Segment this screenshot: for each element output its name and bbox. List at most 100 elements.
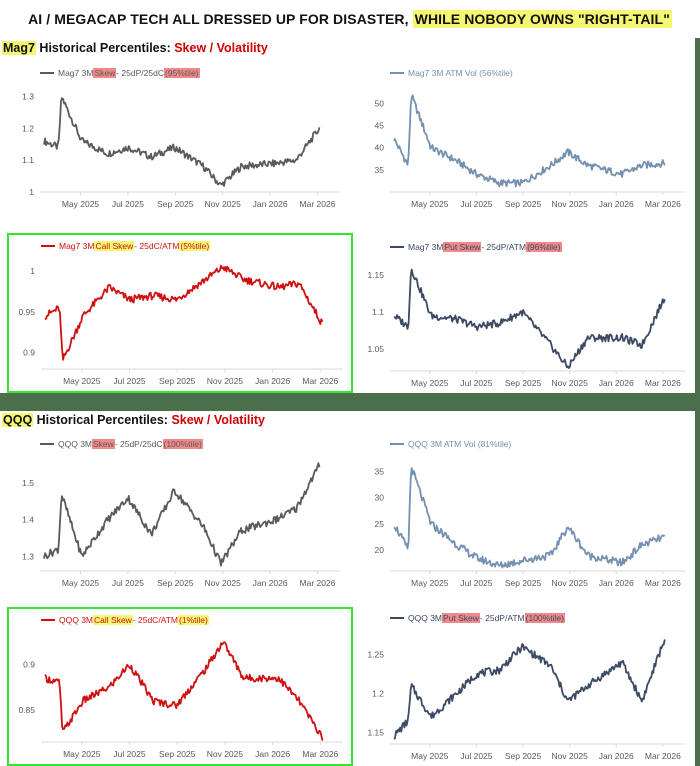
svg-text:20: 20 xyxy=(375,545,385,555)
svg-text:Sep 2025: Sep 2025 xyxy=(159,749,196,759)
legend-percentile: (95%tile) xyxy=(163,68,200,78)
svg-text:Mar 2026: Mar 2026 xyxy=(302,749,338,759)
svg-text:1: 1 xyxy=(30,266,35,276)
svg-text:Jul 2025: Jul 2025 xyxy=(113,376,145,386)
chart-legend: QQQ 3M ATM Vol (81%tile) xyxy=(390,439,511,449)
legend-text: - 25dC/ATM xyxy=(132,615,178,625)
svg-text:Mar 2026: Mar 2026 xyxy=(300,199,336,209)
svg-text:Nov 2025: Nov 2025 xyxy=(207,749,244,759)
svg-text:0.9: 0.9 xyxy=(23,348,35,358)
svg-text:May 2025: May 2025 xyxy=(62,578,100,588)
legend-swatch xyxy=(40,72,54,74)
chart-qqq-skew: QQQ 3M Skew - 25dP/25dC (100%tile) May 20… xyxy=(8,433,348,593)
svg-text:1.05: 1.05 xyxy=(367,344,384,354)
svg-text:Nov 2025: Nov 2025 xyxy=(207,376,244,386)
svg-text:Jul 2025: Jul 2025 xyxy=(113,749,145,759)
chart-legend: Mag7 3M ATM Vol (56%tile) xyxy=(390,68,513,78)
svg-text:May 2025: May 2025 xyxy=(411,578,449,588)
legend-text: - 25dP/ATM xyxy=(481,242,527,252)
svg-text:1.1: 1.1 xyxy=(372,307,384,317)
section-header-qqq: QQQ Historical Percentiles: Skew / Volat… xyxy=(2,413,265,427)
chart-qqq-call-skew: QQQ 3M Call Skew - 25dC/ATM (1%tile) May … xyxy=(7,607,353,766)
legend-percentile: (5%tile) xyxy=(179,241,211,251)
svg-text:0.9: 0.9 xyxy=(23,659,35,669)
legend-percentile: (100%tile) xyxy=(162,439,203,449)
svg-text:Nov 2025: Nov 2025 xyxy=(551,378,588,388)
svg-text:0.95: 0.95 xyxy=(18,307,35,317)
svg-text:40: 40 xyxy=(375,143,385,153)
svg-text:30: 30 xyxy=(375,493,385,503)
svg-text:45: 45 xyxy=(375,120,385,130)
svg-text:May 2025: May 2025 xyxy=(411,751,449,761)
legend-highlight: Skew xyxy=(92,439,115,449)
legend-highlight: Call Skew xyxy=(94,241,135,251)
legend-percentile: (100%tile) xyxy=(524,613,565,623)
svg-text:Jul 2025: Jul 2025 xyxy=(112,199,144,209)
svg-text:Jan 2026: Jan 2026 xyxy=(599,199,634,209)
svg-text:1: 1 xyxy=(29,187,34,197)
chart-legend: QQQ 3M Put Skew - 25dP/ATM (100%tile) xyxy=(390,613,565,623)
legend-highlight: Skew xyxy=(93,68,117,78)
svg-text:Sep 2025: Sep 2025 xyxy=(505,578,542,588)
svg-text:Sep 2025: Sep 2025 xyxy=(157,578,194,588)
svg-text:25: 25 xyxy=(375,519,385,529)
chart-legend: QQQ 3M Skew - 25dP/25dC (100%tile) xyxy=(40,439,203,449)
svg-text:1.25: 1.25 xyxy=(367,649,384,659)
svg-text:Jan 2026: Jan 2026 xyxy=(255,376,290,386)
legend-percentile: (1%tile) xyxy=(178,615,209,625)
legend-highlight: Put Skew xyxy=(442,613,480,623)
legend-highlight: Put Skew xyxy=(443,242,482,252)
legend-swatch xyxy=(390,617,404,619)
svg-text:Jul 2025: Jul 2025 xyxy=(460,378,492,388)
legend-text: QQQ 3M xyxy=(59,615,94,625)
svg-text:Nov 2025: Nov 2025 xyxy=(551,199,588,209)
svg-text:Mar 2026: Mar 2026 xyxy=(645,751,681,761)
chart-mag7-put-skew: Mag7 3M Put Skew - 25dP/ATM (96%tile) May… xyxy=(358,236,693,393)
chart-plot: May 2025 Jul 2025 Sep 2025 Nov 2025 Jan 2026… xyxy=(22,91,340,209)
section-emphasis: Skew / Volatility xyxy=(171,413,265,427)
legend-swatch xyxy=(390,246,404,248)
svg-text:1.3: 1.3 xyxy=(22,91,34,101)
svg-text:Jan 2026: Jan 2026 xyxy=(599,578,634,588)
legend-percentile: (96%tile) xyxy=(526,242,562,252)
svg-text:Mar 2026: Mar 2026 xyxy=(302,376,338,386)
svg-text:1.2: 1.2 xyxy=(372,688,384,698)
legend-text: Mag7 3M xyxy=(408,242,444,252)
svg-text:1.15: 1.15 xyxy=(367,270,384,280)
section-header-mag7: Mag7 Historical Percentiles: Skew / Vola… xyxy=(2,41,268,55)
svg-text:Jan 2026: Jan 2026 xyxy=(599,378,634,388)
svg-text:1.15: 1.15 xyxy=(367,727,384,737)
chart-mag7-atm-vol: Mag7 3M ATM Vol (56%tile) May 2025 Jul 202… xyxy=(358,62,693,214)
svg-text:May 2025: May 2025 xyxy=(63,749,101,759)
legend-swatch xyxy=(390,72,404,74)
chart-qqq-put-skew: QQQ 3M Put Skew - 25dP/ATM (100%tile) May… xyxy=(358,607,693,766)
chart-plot: May 2025 Jul 2025 Sep 2025 Nov 2025 Jan 2026… xyxy=(367,268,685,388)
chart-plot: May 2025 Jul 2025 Sep 2025 Nov 2025 Jan 2026… xyxy=(375,94,685,209)
svg-text:Jan 2026: Jan 2026 xyxy=(253,199,288,209)
svg-text:May 2025: May 2025 xyxy=(411,199,449,209)
chart-legend: Mag7 3M Skew - 25dP/25dC (95%tile) xyxy=(40,68,200,78)
svg-text:Sep 2025: Sep 2025 xyxy=(505,751,542,761)
svg-text:1.3: 1.3 xyxy=(22,551,34,561)
title-prefix: AI / MEGACAP TECH ALL DRESSED UP FOR DIS… xyxy=(28,11,413,27)
svg-text:Sep 2025: Sep 2025 xyxy=(157,199,194,209)
svg-text:Jul 2025: Jul 2025 xyxy=(460,751,492,761)
legend-text: - 25dC/ATM xyxy=(134,241,180,251)
svg-text:Mar 2026: Mar 2026 xyxy=(645,378,681,388)
chart-legend: Mag7 3M Call Skew - 25dC/ATM (5%tile) xyxy=(41,241,211,251)
svg-text:1.2: 1.2 xyxy=(22,123,34,133)
chart-legend: Mag7 3M Put Skew - 25dP/ATM (96%tile) xyxy=(390,242,562,252)
svg-text:Jan 2026: Jan 2026 xyxy=(253,578,288,588)
svg-text:Jul 2025: Jul 2025 xyxy=(460,199,492,209)
section-ticker: Mag7 xyxy=(2,41,36,55)
title-highlight: WHILE NOBODY OWNS "RIGHT-TAIL" xyxy=(412,10,672,28)
legend-text: QQQ 3M xyxy=(58,439,93,449)
svg-text:Jan 2026: Jan 2026 xyxy=(599,751,634,761)
legend-swatch xyxy=(390,443,404,445)
svg-text:Sep 2025: Sep 2025 xyxy=(505,199,542,209)
legend-text: Mag7 3M xyxy=(59,241,95,251)
svg-text:1.5: 1.5 xyxy=(22,478,34,488)
legend-text: - 25dP/25dC xyxy=(114,439,163,449)
chart-plot: May 2025 Jul 2025 Sep 2025 Nov 2025 Jan 2026… xyxy=(375,466,685,588)
svg-text:35: 35 xyxy=(375,165,385,175)
